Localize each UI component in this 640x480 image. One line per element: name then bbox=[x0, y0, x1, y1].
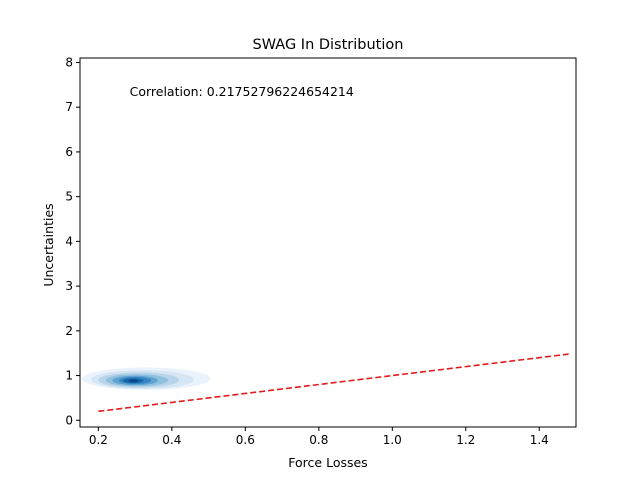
y-tick-label: 3 bbox=[65, 279, 73, 293]
reference-line-layer bbox=[98, 353, 569, 413]
density-contours bbox=[81, 367, 211, 390]
x-tick-label: 0.8 bbox=[309, 433, 328, 447]
y-tick-label: 7 bbox=[65, 100, 73, 114]
axis-ticks: 0.2 0.4 0.6 0.8 1.0 1.2 1.4 0 1 2 3 4 5 6 7 8 bbox=[65, 55, 548, 447]
y-axis-label: Uncertainties bbox=[41, 203, 56, 286]
x-tick-label: 0.6 bbox=[236, 433, 255, 447]
y-tick-label: 8 bbox=[65, 55, 73, 69]
chart-title: SWAG In Distribution bbox=[253, 37, 404, 53]
reference-line bbox=[98, 353, 569, 413]
y-tick-label: 2 bbox=[65, 324, 73, 338]
x-tick-label: 1.2 bbox=[456, 433, 475, 447]
plot-frame bbox=[79, 57, 577, 428]
y-tick-label: 5 bbox=[65, 190, 73, 204]
y-tick-label: 0 bbox=[65, 413, 73, 427]
y-tick-label: 6 bbox=[65, 145, 73, 159]
x-tick-label: 1.4 bbox=[530, 433, 549, 447]
y-tick-label: 4 bbox=[65, 234, 73, 248]
y-tick-label: 1 bbox=[65, 369, 73, 383]
density-level-8 bbox=[128, 379, 139, 383]
x-tick-label: 0.2 bbox=[89, 433, 108, 447]
x-tick-label: 0.4 bbox=[162, 433, 181, 447]
x-tick-label: 1.0 bbox=[383, 433, 402, 447]
x-axis-label: Force Losses bbox=[288, 455, 367, 470]
correlation-annotation: Correlation: 0.21752796224654214 bbox=[130, 84, 354, 99]
